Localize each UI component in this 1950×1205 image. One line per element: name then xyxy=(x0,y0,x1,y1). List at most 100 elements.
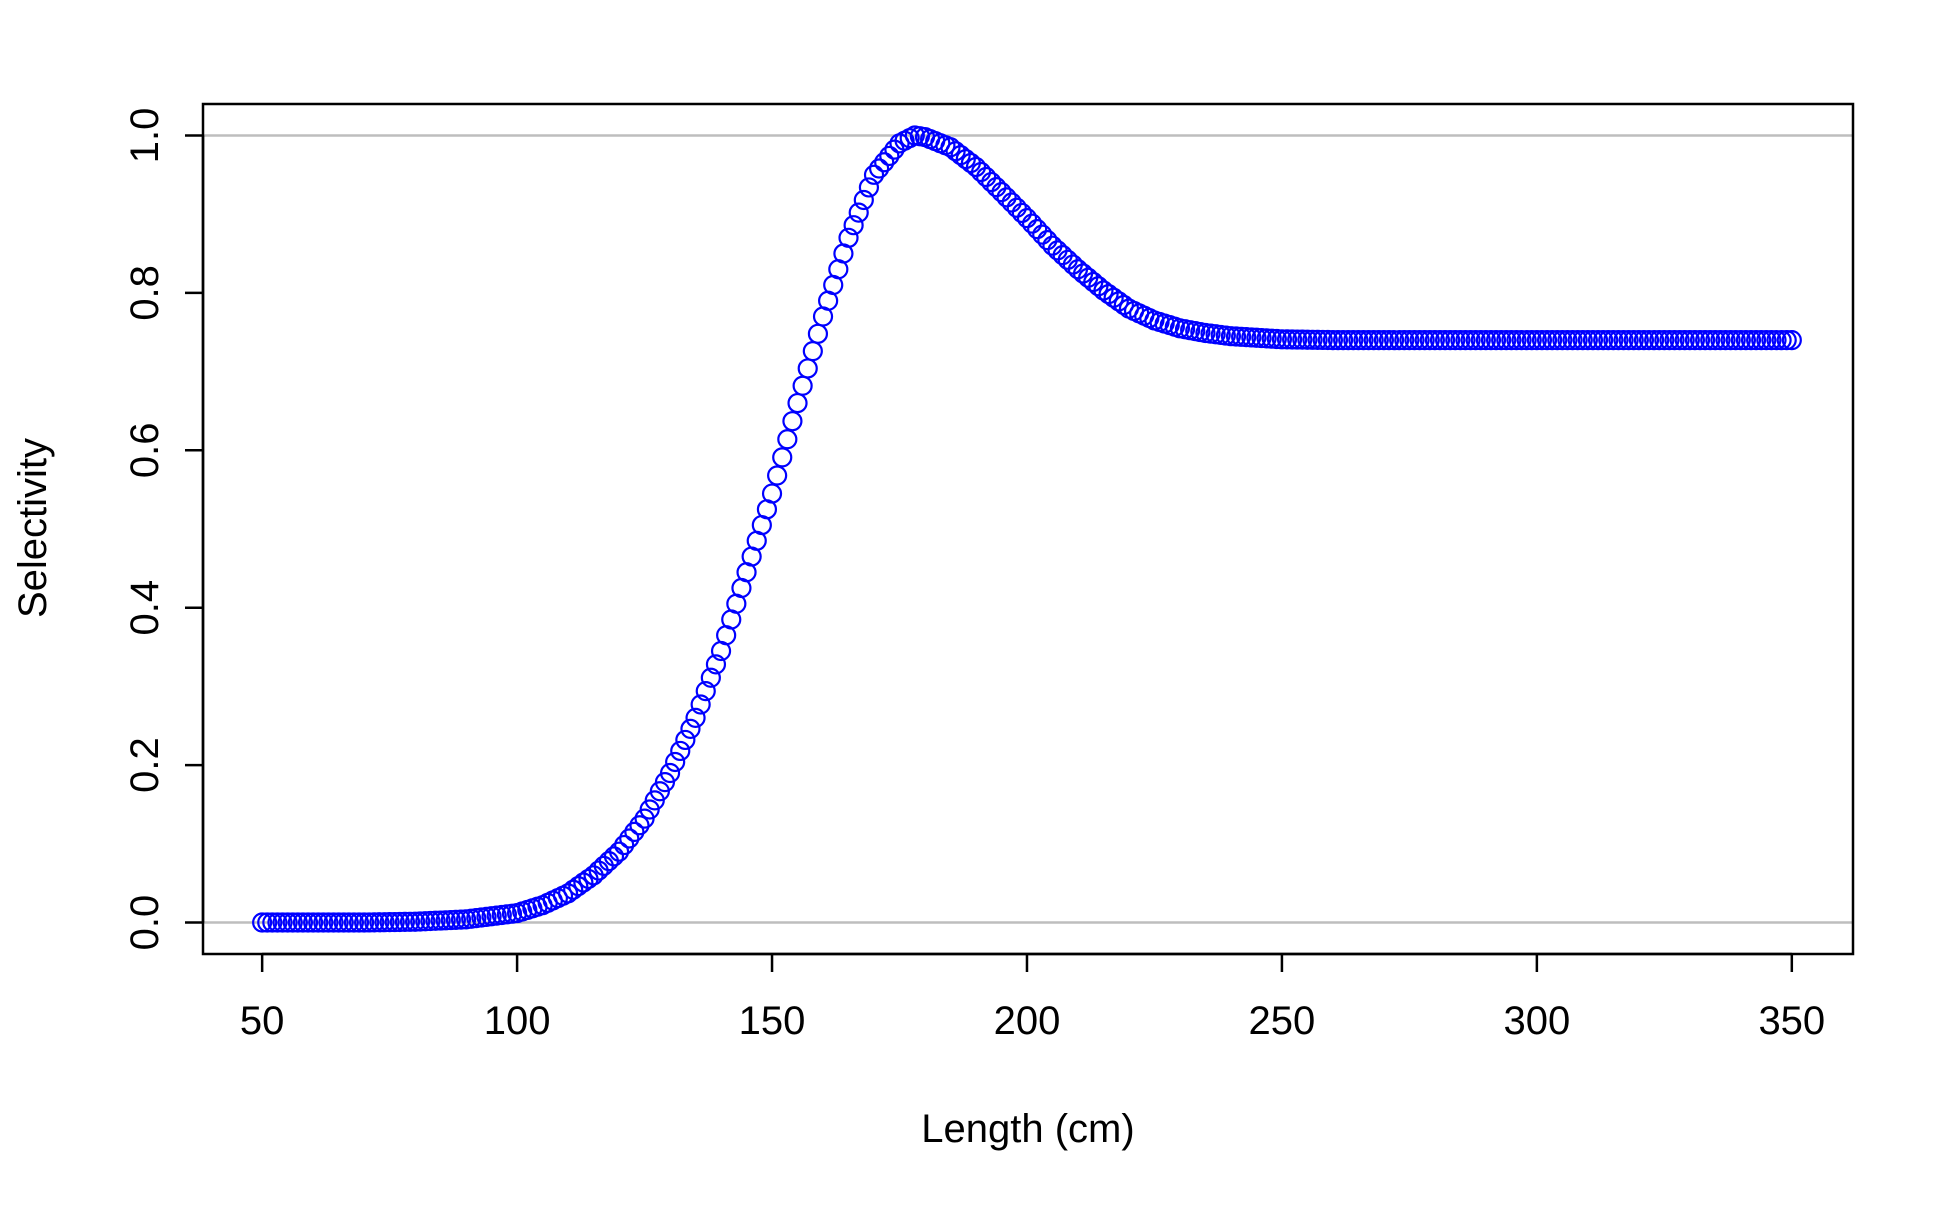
x-tick-label: 100 xyxy=(484,999,551,1043)
data-point xyxy=(1598,330,1619,351)
data-point xyxy=(252,912,273,933)
data-point xyxy=(705,654,727,675)
data-point xyxy=(1781,330,1802,351)
data-point xyxy=(1287,329,1308,350)
data-point xyxy=(573,872,594,893)
data-point xyxy=(1384,330,1405,351)
data-point xyxy=(1735,330,1757,351)
data-point xyxy=(1725,330,1746,351)
data-point xyxy=(1705,330,1726,351)
data-point xyxy=(333,912,354,933)
data-point xyxy=(629,815,650,836)
x-axis: 50 100 150 200 250 300 350 xyxy=(240,952,1825,1043)
data-point xyxy=(1587,330,1609,351)
data-point xyxy=(1333,330,1354,351)
data-point xyxy=(1297,329,1318,350)
data-point xyxy=(374,912,395,933)
data-point xyxy=(348,912,370,933)
data-point xyxy=(1633,330,1655,351)
data-point xyxy=(1689,330,1711,351)
x-tick-label: 50 xyxy=(240,999,285,1043)
data-point xyxy=(1552,330,1573,351)
data-point xyxy=(1373,330,1395,351)
data-point xyxy=(608,841,630,862)
data-point xyxy=(1312,329,1333,351)
y-tick-label: 0.8 xyxy=(123,265,167,321)
data-point xyxy=(1450,330,1471,351)
data-point xyxy=(1475,330,1496,351)
data-point xyxy=(369,912,390,933)
y-tick-label: 0.6 xyxy=(123,422,167,478)
data-point xyxy=(1455,330,1476,351)
data-point xyxy=(1628,330,1649,351)
data-point xyxy=(359,912,380,933)
data-point xyxy=(1113,294,1134,316)
data-point xyxy=(277,912,298,933)
x-tick-label: 150 xyxy=(739,999,806,1043)
data-point xyxy=(863,164,885,185)
data-point xyxy=(282,912,303,933)
data-point xyxy=(435,910,456,931)
data-point xyxy=(1700,330,1721,351)
data-point xyxy=(614,834,635,856)
data-point xyxy=(843,215,864,236)
data-point xyxy=(675,729,696,751)
data-points xyxy=(252,125,1802,933)
data-point xyxy=(1338,330,1359,351)
data-point xyxy=(1006,197,1027,218)
data-point xyxy=(1577,330,1598,351)
data-point xyxy=(1460,330,1481,351)
data-point xyxy=(680,718,701,740)
data-point xyxy=(1659,330,1680,351)
data-point xyxy=(1746,330,1767,351)
data-point xyxy=(1353,330,1374,351)
data-point xyxy=(981,171,1002,193)
data-point xyxy=(1358,330,1379,351)
data-point xyxy=(1317,329,1338,351)
data-point xyxy=(1389,330,1410,351)
data-point xyxy=(1669,330,1690,351)
data-point xyxy=(389,911,410,933)
data-point xyxy=(1710,330,1731,351)
data-point xyxy=(557,883,579,904)
data-point xyxy=(430,910,451,931)
data-point xyxy=(1776,330,1797,351)
data-point xyxy=(313,912,334,933)
data-point xyxy=(787,392,808,414)
data-point xyxy=(1276,329,1298,350)
data-point xyxy=(1429,330,1451,351)
data-point xyxy=(1679,330,1700,351)
data-point xyxy=(991,182,1012,203)
data-point xyxy=(853,189,874,211)
data-point xyxy=(262,912,283,933)
y-axis-title: Selectivity xyxy=(11,438,55,618)
data-point xyxy=(996,187,1017,208)
data-point xyxy=(308,912,329,933)
y-axis: 0.0 0.2 0.4 0.6 0.8 1.0 xyxy=(123,108,205,950)
data-point xyxy=(659,762,681,784)
data-point xyxy=(1419,330,1440,351)
data-point xyxy=(1766,330,1787,351)
x-axis-title: Length (cm) xyxy=(921,1107,1134,1151)
data-point xyxy=(1557,330,1578,351)
data-point xyxy=(869,158,890,179)
data-point xyxy=(445,909,467,930)
data-point xyxy=(1440,330,1461,351)
data-point xyxy=(1032,224,1053,245)
data-point xyxy=(965,156,987,178)
data-point xyxy=(685,707,706,728)
data-point xyxy=(1542,330,1563,351)
data-point xyxy=(1567,330,1588,351)
data-point xyxy=(1751,330,1772,351)
data-point xyxy=(970,161,992,183)
data-point xyxy=(568,876,589,897)
data-point xyxy=(879,145,900,167)
x-tick-label: 350 xyxy=(1758,999,1825,1043)
data-point xyxy=(1098,284,1119,305)
data-point xyxy=(1368,330,1389,351)
x-tick-label: 200 xyxy=(994,999,1061,1043)
data-point xyxy=(272,912,293,933)
data-point xyxy=(1470,330,1491,351)
data-point xyxy=(624,821,645,842)
